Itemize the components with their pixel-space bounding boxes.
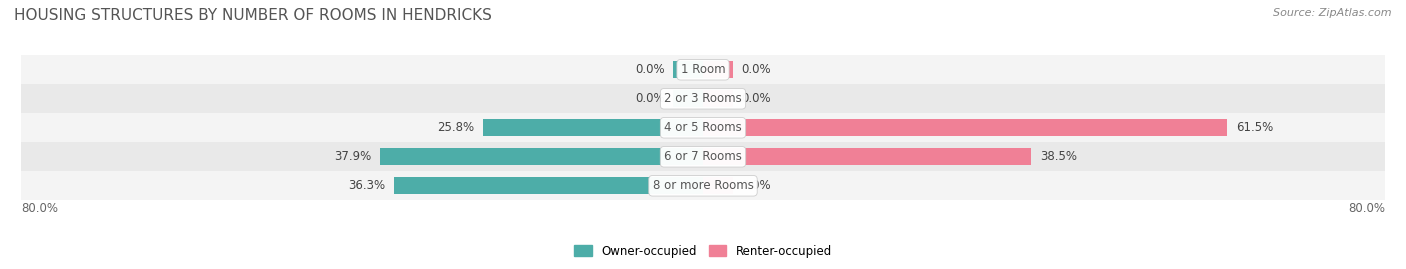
Legend: Owner-occupied, Renter-occupied: Owner-occupied, Renter-occupied <box>569 240 837 263</box>
Bar <box>21 142 1385 171</box>
Text: HOUSING STRUCTURES BY NUMBER OF ROOMS IN HENDRICKS: HOUSING STRUCTURES BY NUMBER OF ROOMS IN… <box>14 8 492 23</box>
Text: 0.0%: 0.0% <box>636 92 665 105</box>
Bar <box>21 113 1385 142</box>
Text: 80.0%: 80.0% <box>21 202 58 215</box>
Text: 80.0%: 80.0% <box>1348 202 1385 215</box>
Text: Source: ZipAtlas.com: Source: ZipAtlas.com <box>1274 8 1392 18</box>
Bar <box>703 119 1227 136</box>
Bar <box>703 148 1031 165</box>
Bar <box>703 177 733 194</box>
Text: 25.8%: 25.8% <box>437 121 475 134</box>
Bar <box>673 61 703 79</box>
Text: 0.0%: 0.0% <box>741 63 770 76</box>
Text: 38.5%: 38.5% <box>1039 150 1077 163</box>
Text: 0.0%: 0.0% <box>741 179 770 192</box>
Text: 8 or more Rooms: 8 or more Rooms <box>652 179 754 192</box>
Bar <box>484 119 703 136</box>
Text: 37.9%: 37.9% <box>335 150 371 163</box>
Text: 2 or 3 Rooms: 2 or 3 Rooms <box>664 92 742 105</box>
Bar <box>21 84 1385 113</box>
Text: 4 or 5 Rooms: 4 or 5 Rooms <box>664 121 742 134</box>
Text: 61.5%: 61.5% <box>1236 121 1272 134</box>
Bar <box>380 148 703 165</box>
Text: 1 Room: 1 Room <box>681 63 725 76</box>
Text: 36.3%: 36.3% <box>347 179 385 192</box>
Bar <box>673 90 703 108</box>
Bar <box>21 171 1385 200</box>
Text: 0.0%: 0.0% <box>636 63 665 76</box>
Bar <box>703 90 733 108</box>
Bar <box>394 177 703 194</box>
Text: 0.0%: 0.0% <box>741 92 770 105</box>
Bar <box>21 55 1385 84</box>
Text: 6 or 7 Rooms: 6 or 7 Rooms <box>664 150 742 163</box>
Bar <box>703 61 733 79</box>
